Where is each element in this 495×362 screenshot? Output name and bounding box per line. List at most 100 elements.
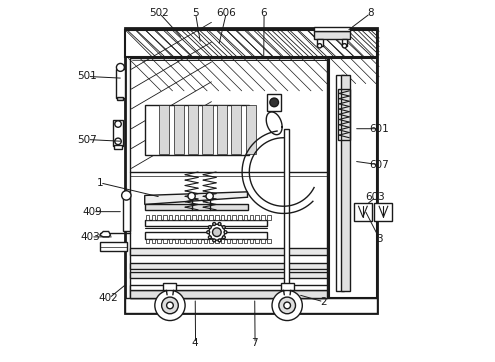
- Text: 607: 607: [369, 160, 389, 170]
- Bar: [231, 105, 242, 154]
- Bar: [130, 290, 327, 298]
- Text: 501: 501: [77, 71, 97, 81]
- Circle shape: [222, 226, 225, 228]
- Circle shape: [213, 223, 216, 226]
- Circle shape: [208, 236, 211, 239]
- Bar: [188, 105, 198, 154]
- Bar: [130, 272, 327, 278]
- Bar: [227, 239, 230, 243]
- Text: 1: 1: [97, 178, 103, 188]
- Bar: [255, 239, 259, 243]
- Circle shape: [155, 290, 185, 321]
- Bar: [232, 239, 236, 243]
- Bar: [281, 283, 294, 290]
- Bar: [203, 215, 207, 220]
- Bar: [329, 58, 377, 298]
- Bar: [169, 239, 172, 243]
- Bar: [284, 129, 289, 291]
- Bar: [130, 248, 327, 255]
- Circle shape: [224, 231, 227, 233]
- Bar: [117, 97, 123, 100]
- Bar: [130, 58, 327, 298]
- Bar: [130, 263, 327, 269]
- Circle shape: [343, 43, 346, 48]
- Bar: [192, 215, 196, 220]
- Text: 601: 601: [369, 124, 389, 134]
- Bar: [232, 215, 236, 220]
- Circle shape: [222, 236, 225, 239]
- Circle shape: [115, 121, 121, 127]
- Bar: [145, 220, 267, 226]
- Circle shape: [209, 224, 225, 240]
- Text: 5: 5: [192, 8, 198, 18]
- Bar: [249, 215, 253, 220]
- Bar: [163, 283, 176, 290]
- Bar: [175, 215, 178, 220]
- Bar: [198, 239, 201, 243]
- Text: 3: 3: [376, 234, 383, 244]
- Bar: [180, 239, 184, 243]
- Bar: [374, 203, 393, 221]
- Bar: [215, 239, 219, 243]
- Circle shape: [317, 43, 322, 48]
- Text: 7: 7: [251, 338, 258, 348]
- Circle shape: [162, 297, 178, 314]
- Bar: [145, 232, 267, 239]
- Bar: [221, 239, 224, 243]
- Bar: [130, 285, 327, 290]
- Bar: [339, 89, 350, 139]
- Circle shape: [167, 302, 173, 309]
- Bar: [198, 215, 201, 220]
- Bar: [145, 205, 248, 210]
- Bar: [255, 215, 259, 220]
- Bar: [238, 215, 242, 220]
- Bar: [145, 105, 249, 155]
- Bar: [217, 105, 227, 154]
- Bar: [227, 215, 230, 220]
- Circle shape: [212, 228, 221, 236]
- Text: 2: 2: [320, 297, 327, 307]
- Bar: [174, 105, 184, 154]
- Bar: [202, 105, 212, 154]
- Text: 502: 502: [149, 8, 169, 18]
- Circle shape: [270, 98, 279, 107]
- Bar: [146, 215, 149, 220]
- Bar: [209, 215, 213, 220]
- Bar: [114, 145, 122, 148]
- Circle shape: [122, 191, 131, 200]
- Circle shape: [279, 297, 296, 314]
- Bar: [203, 239, 207, 243]
- Text: 402: 402: [99, 293, 118, 303]
- Bar: [125, 28, 377, 313]
- Bar: [249, 239, 253, 243]
- Bar: [175, 239, 178, 243]
- Bar: [267, 94, 281, 111]
- Text: 603: 603: [366, 192, 386, 202]
- Circle shape: [213, 239, 216, 242]
- Circle shape: [188, 193, 195, 200]
- Bar: [267, 239, 271, 243]
- Circle shape: [272, 290, 302, 321]
- Bar: [125, 298, 377, 313]
- Bar: [261, 215, 265, 220]
- Bar: [261, 239, 265, 243]
- Bar: [246, 105, 256, 154]
- Text: 403: 403: [81, 232, 100, 242]
- Bar: [221, 215, 224, 220]
- Bar: [99, 242, 127, 251]
- Bar: [157, 215, 161, 220]
- Bar: [267, 215, 271, 220]
- Bar: [157, 239, 161, 243]
- Bar: [192, 239, 196, 243]
- Bar: [116, 69, 125, 98]
- Text: 606: 606: [216, 8, 236, 18]
- Circle shape: [207, 231, 210, 233]
- Circle shape: [218, 223, 221, 226]
- Polygon shape: [99, 231, 110, 237]
- Bar: [314, 31, 350, 39]
- Bar: [125, 30, 377, 56]
- Circle shape: [116, 63, 124, 71]
- Circle shape: [208, 226, 211, 228]
- Text: 8: 8: [367, 8, 373, 18]
- Text: 4: 4: [192, 338, 198, 348]
